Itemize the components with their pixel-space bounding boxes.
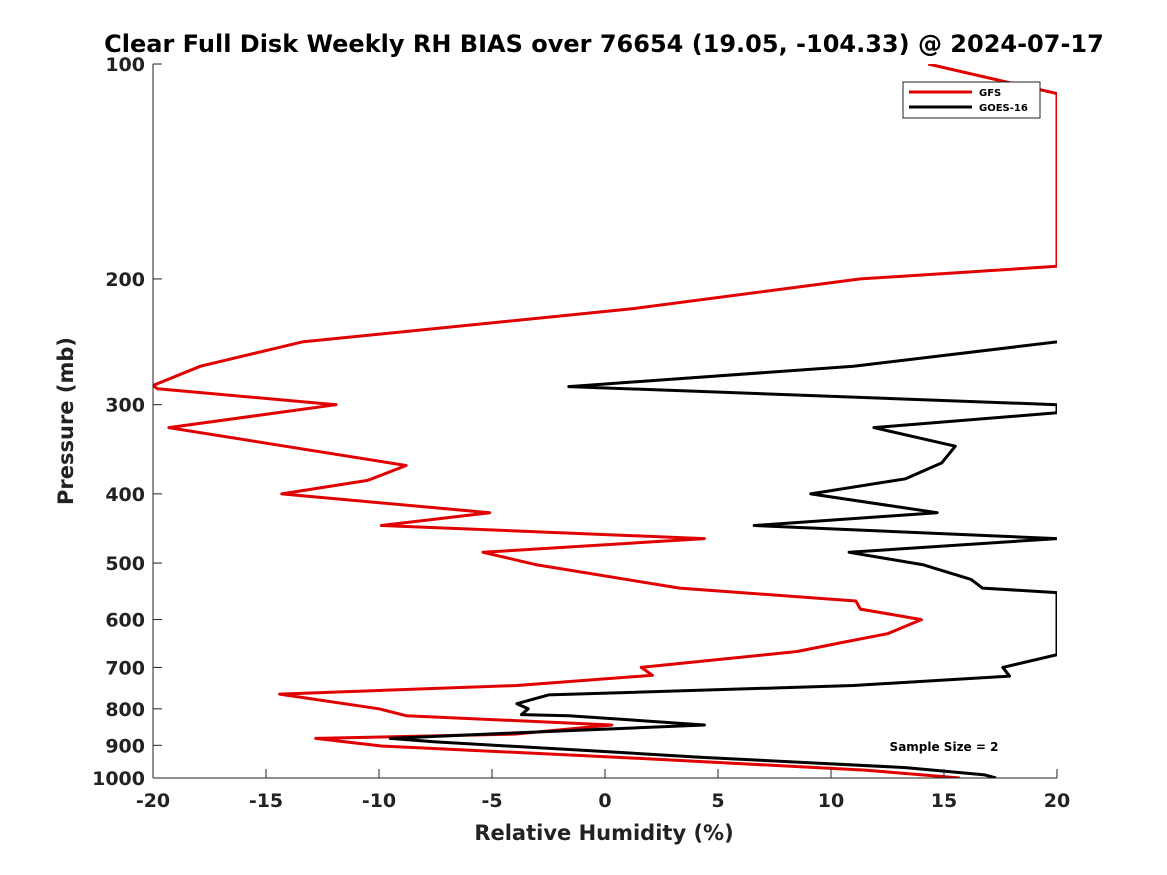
y-tick-label: 200 [105, 269, 145, 291]
x-axis-label: Relative Humidity (%) [474, 821, 733, 845]
y-tick-label: 1000 [92, 768, 145, 790]
x-tick-label: 15 [931, 790, 957, 812]
y-tick-label: 800 [105, 699, 145, 721]
legend-label-goes16: GOES-16 [979, 103, 1028, 114]
y-tick-label: 500 [105, 553, 145, 575]
plot-area [153, 64, 1057, 778]
x-tick-label: -20 [136, 790, 170, 812]
x-tick-label: -15 [249, 790, 283, 812]
y-axis-label: Pressure (mb) [54, 337, 78, 505]
y-tick-label: 900 [105, 735, 145, 757]
y-tick-label: 600 [105, 610, 145, 632]
x-tick-label: 5 [711, 790, 724, 812]
series-line-gfs [153, 64, 1057, 778]
y-tick-label: 400 [105, 484, 145, 506]
x-tick-label: -10 [362, 790, 396, 812]
y-tick-label: 700 [105, 657, 145, 679]
x-tick-label: -5 [481, 790, 502, 812]
x-tick-label: 0 [598, 790, 611, 812]
y-tick-label: 100 [105, 54, 145, 76]
x-tick-label: 10 [818, 790, 844, 812]
chart-title: Clear Full Disk Weekly RH BIAS over 7665… [104, 30, 1104, 58]
legend: GFS GOES-16 [902, 81, 1041, 119]
legend-box [902, 81, 1041, 119]
legend-label-gfs: GFS [979, 88, 1001, 99]
y-tick-label: 300 [105, 395, 145, 417]
sample-size-annotation: Sample Size = 2 [890, 740, 999, 754]
series-line-goes16 [388, 340, 1057, 778]
axes: -20 -15 -10 -5 0 5 10 15 20 100 200 300 400 500 600 700… [92, 54, 1070, 812]
x-tick-label: 20 [1044, 790, 1070, 812]
